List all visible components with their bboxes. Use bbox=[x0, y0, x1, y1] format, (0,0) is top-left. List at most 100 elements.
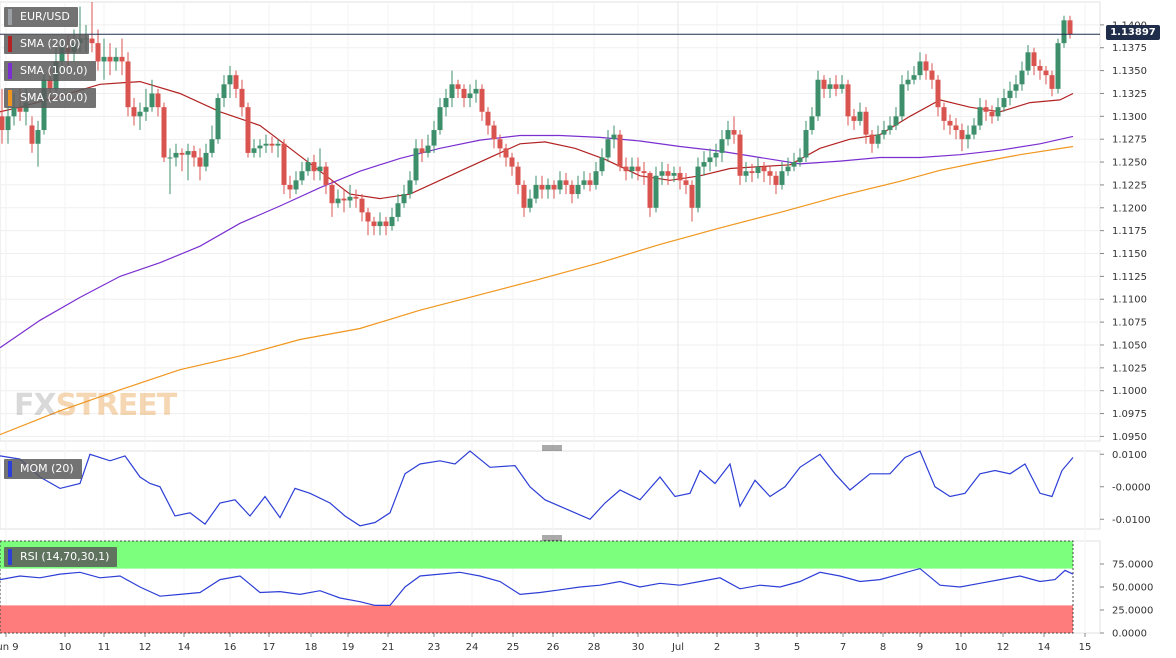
legend-mom: MOM (20) bbox=[4, 459, 82, 479]
candle-body bbox=[95, 43, 101, 62]
legend-sma100: SMA (100,0) bbox=[4, 61, 96, 81]
candle-body bbox=[59, 47, 65, 62]
candle-body bbox=[107, 56, 113, 62]
candle-body bbox=[269, 143, 275, 146]
candle-body bbox=[1049, 75, 1055, 89]
current-price-tag: 1.13897 bbox=[1106, 25, 1160, 40]
candle-body bbox=[419, 148, 425, 153]
candle-body bbox=[227, 75, 233, 85]
candle-body bbox=[911, 75, 917, 80]
candle-body bbox=[749, 171, 755, 174]
main-y-tick-label: 1.1175 bbox=[1112, 226, 1147, 237]
mom-y-tick-label: -0.0000 bbox=[1112, 482, 1151, 493]
candle-body bbox=[89, 38, 95, 44]
candle-body bbox=[401, 194, 407, 204]
candle-body bbox=[953, 125, 959, 131]
candle-body bbox=[1001, 98, 1007, 108]
candle-body bbox=[569, 184, 575, 195]
x-tick-label: 7 bbox=[840, 642, 846, 653]
candle-body bbox=[449, 84, 455, 99]
candle-body bbox=[881, 130, 887, 135]
main-y-tick-label: 1.1125 bbox=[1112, 272, 1147, 283]
candle-body bbox=[353, 196, 359, 199]
legend-sma100-swatch bbox=[8, 63, 12, 79]
candle-body bbox=[1055, 43, 1061, 89]
candle-body bbox=[221, 84, 227, 99]
main-y-tick-label: 1.1300 bbox=[1112, 112, 1147, 123]
main-y-tick-label: 1.1075 bbox=[1112, 318, 1147, 329]
rsi-zone-border bbox=[0, 540, 1074, 634]
candle-body bbox=[431, 130, 437, 146]
candle-body bbox=[203, 152, 209, 167]
candle-body bbox=[557, 180, 563, 190]
candle-body bbox=[1061, 20, 1067, 44]
candle-body bbox=[863, 111, 869, 135]
rsi-overbought-zone bbox=[0, 541, 1073, 569]
candle-body bbox=[617, 134, 623, 167]
candle-body bbox=[245, 107, 251, 153]
candle-body bbox=[575, 184, 581, 195]
mom-y-tick-label: -0.0100 bbox=[1112, 515, 1151, 526]
candle-body bbox=[815, 79, 821, 117]
candle-body bbox=[317, 166, 323, 172]
watermark-street: STREET bbox=[55, 388, 178, 423]
mom-resize-handle[interactable] bbox=[542, 445, 562, 451]
x-tick-label: 16 bbox=[224, 642, 237, 653]
main-y-tick-label: 1.1200 bbox=[1112, 203, 1147, 214]
candle-body bbox=[5, 116, 11, 131]
mom-line bbox=[0, 450, 1074, 527]
candle-body bbox=[503, 148, 509, 158]
candle-body bbox=[149, 93, 155, 108]
candle-body bbox=[827, 84, 833, 89]
candle-body bbox=[725, 130, 731, 140]
candle-body bbox=[539, 184, 545, 190]
candle-body bbox=[17, 107, 23, 112]
candle-body bbox=[515, 166, 521, 185]
candle-body bbox=[533, 184, 539, 199]
candle-body bbox=[173, 152, 179, 158]
main-y-tick-label: 1.1025 bbox=[1112, 363, 1147, 374]
legend-symbol-swatch bbox=[8, 9, 12, 25]
candle-body bbox=[1037, 66, 1043, 71]
candle-body bbox=[917, 61, 923, 76]
legend-rsi-swatch bbox=[8, 549, 12, 565]
candle-body bbox=[593, 171, 599, 185]
candle-body bbox=[809, 116, 815, 131]
candle-body bbox=[161, 107, 167, 158]
candle-body bbox=[167, 157, 173, 159]
candle-body bbox=[335, 198, 341, 204]
candle-body bbox=[365, 212, 371, 222]
main-y-tick-label: 1.1050 bbox=[1112, 340, 1147, 351]
candle-body bbox=[983, 107, 989, 112]
main-y-tick-label: 1.1100 bbox=[1112, 295, 1147, 306]
x-tick-label: 2 bbox=[714, 642, 720, 653]
x-tick-label: 23 bbox=[428, 642, 441, 653]
legend-symbol: EUR/USD bbox=[4, 7, 78, 27]
rsi-resize-handle[interactable] bbox=[542, 535, 562, 541]
legend-sma200: SMA (200,0) bbox=[4, 88, 96, 108]
candle-body bbox=[347, 196, 353, 201]
candle-body bbox=[359, 198, 365, 213]
candle-body bbox=[527, 198, 533, 208]
candle-body bbox=[251, 148, 257, 153]
main-y-tick-label: 1.1325 bbox=[1112, 89, 1147, 100]
candle-body bbox=[101, 56, 107, 62]
candle-body bbox=[407, 180, 413, 195]
candle-body bbox=[191, 151, 197, 158]
rsi-y-tick-label: 50.0000 bbox=[1112, 583, 1153, 594]
candle-body bbox=[155, 93, 161, 108]
candle-body bbox=[455, 84, 461, 89]
candle-body bbox=[929, 70, 935, 80]
candle-body bbox=[683, 180, 689, 185]
x-tick-label: 30 bbox=[632, 642, 645, 653]
candle-body bbox=[395, 203, 401, 217]
candle-body bbox=[1043, 70, 1049, 76]
x-tick-label: Jun 9 bbox=[0, 642, 19, 653]
candle-body bbox=[959, 130, 965, 140]
candle-body bbox=[389, 216, 395, 227]
x-tick-label: 11 bbox=[98, 642, 111, 653]
candle-body bbox=[113, 56, 119, 62]
legend-rsi: RSI (14,70,30,1) bbox=[4, 547, 118, 567]
candle-body bbox=[995, 107, 1001, 117]
